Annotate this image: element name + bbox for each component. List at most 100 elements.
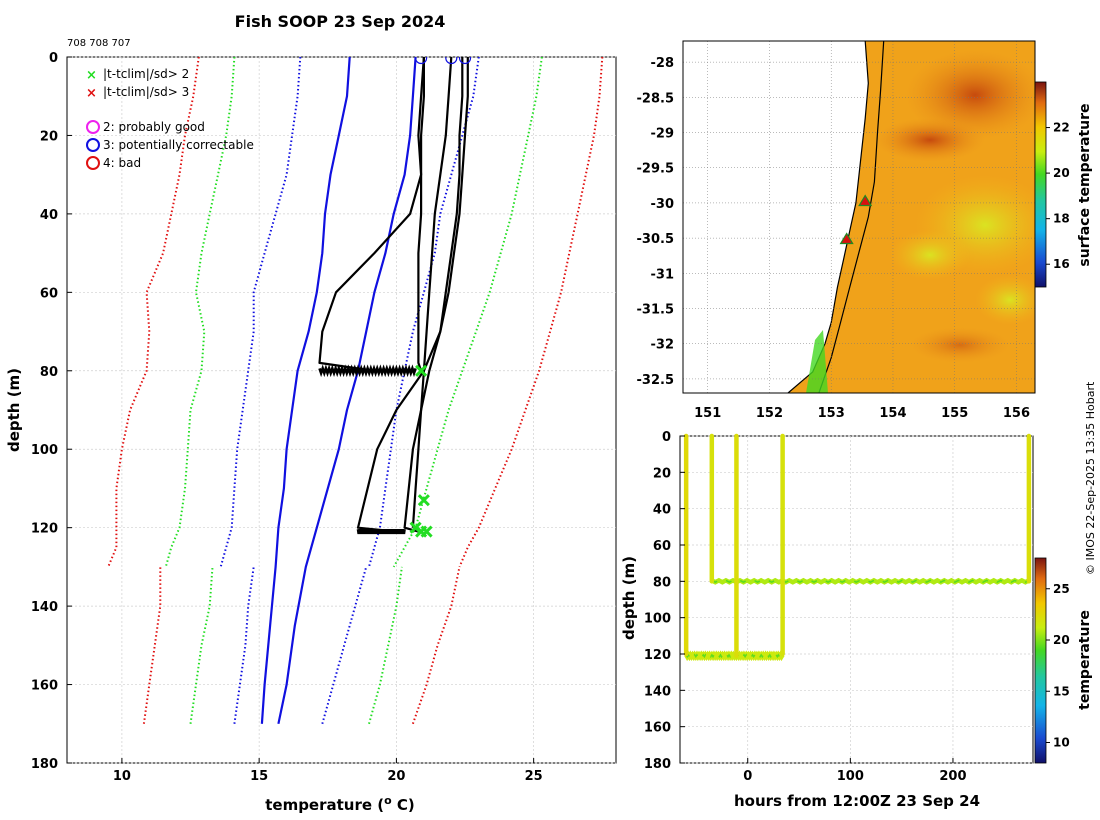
sst-warm-filament bbox=[875, 118, 985, 162]
bottom-segment-variation bbox=[711, 579, 1030, 584]
nearshore-cool-band bbox=[806, 330, 828, 393]
temperature-colorbar-tick-label: 25 bbox=[1053, 582, 1070, 596]
flag-x-marker bbox=[417, 494, 430, 507]
lat-tick-label: -29.5 bbox=[637, 162, 674, 177]
legend-sd2-label: |t-tclim|/sd> 2 bbox=[103, 67, 189, 81]
legend-good-label: 2: probably good bbox=[103, 120, 205, 134]
flag-o-marker bbox=[458, 57, 472, 65]
x-tick-label: 10 bbox=[113, 769, 131, 784]
depth-tick-label: 100 bbox=[644, 612, 671, 627]
climatology-left_blue bbox=[219, 57, 302, 568]
lon-tick-label: 156 bbox=[1003, 406, 1030, 421]
climatology-outer_green_left bbox=[189, 566, 214, 724]
x-tick-label: 20 bbox=[387, 769, 405, 784]
map-ticks: 151 152 153 154 155 156 -28 -28.5 -29 -29.5 -30 -30… bbox=[637, 56, 1031, 421]
lon-tick-label: 154 bbox=[879, 406, 906, 421]
depth-tick-label: 60 bbox=[653, 539, 671, 554]
hour-tick-label: 100 bbox=[837, 769, 864, 784]
y-tick-label: 160 bbox=[31, 679, 58, 694]
legend-x-green-marker: × bbox=[86, 68, 97, 83]
sst-colorbar-tick-label: 22 bbox=[1053, 121, 1070, 135]
station-marker bbox=[858, 194, 873, 207]
y-tick-label: 60 bbox=[40, 286, 58, 301]
legend-correctable-marker bbox=[86, 138, 100, 152]
legend-good-marker bbox=[86, 120, 100, 134]
sst-colorbar-ticks: 16 18 20 22 bbox=[1046, 121, 1070, 271]
depth-tick-label: 140 bbox=[644, 684, 671, 699]
y-tick-label: 140 bbox=[31, 600, 58, 615]
legend-correctable-label: 3: potentially correctable bbox=[103, 138, 254, 152]
temperature-colorbar-tick-label: 10 bbox=[1053, 736, 1070, 750]
profile-ticks: 10 15 20 25 0 20 40 60 80 100 120 140 160 180 bbox=[31, 51, 543, 784]
mean-profile-left bbox=[260, 57, 351, 724]
sst-warm-south bbox=[910, 327, 1010, 363]
sst-colorbar bbox=[1034, 81, 1047, 288]
bottom-run bbox=[356, 528, 406, 535]
climatology-right_blue bbox=[368, 57, 480, 568]
degree-superscript: o bbox=[384, 794, 392, 807]
climatology-outer_green_right bbox=[368, 566, 403, 725]
profile-x-axis-label: temperature (o C) bbox=[265, 794, 415, 814]
legend-bad-label: 4: bad bbox=[103, 156, 141, 170]
depth-tick-label: 180 bbox=[644, 757, 671, 772]
x-tick-label: 15 bbox=[250, 769, 268, 784]
legend-sd3-label: |t-tclim|/sd> 3 bbox=[103, 85, 189, 99]
y-tick-label: 0 bbox=[49, 51, 58, 66]
sst-colorbar-tick-label: 20 bbox=[1053, 166, 1070, 180]
climatology-right_green bbox=[392, 57, 543, 568]
timeseries-panel: 0 100 200 0 20 40 60 80 100 120 140 160 180 hours fr… bbox=[620, 430, 1093, 810]
lat-tick-label: -31.5 bbox=[637, 303, 674, 318]
flag-x-marker bbox=[415, 364, 428, 377]
timeseries-axes-frame bbox=[679, 435, 1034, 764]
climatology-left_green bbox=[164, 57, 236, 568]
lat-tick-label: -32 bbox=[651, 338, 675, 353]
y-tick-label: 180 bbox=[31, 757, 58, 772]
lat-tick-label: -31 bbox=[651, 267, 675, 282]
depth-tick-label: 20 bbox=[653, 466, 671, 481]
flag-x-marker bbox=[420, 525, 433, 538]
timeseries-y-axis-label: depth (m) bbox=[620, 556, 638, 640]
sst-warm-core bbox=[905, 50, 1035, 140]
depth-tick-label: 160 bbox=[644, 721, 671, 736]
temperature-colorbar bbox=[1034, 557, 1047, 764]
sst-colorbar-tick-label: 16 bbox=[1053, 257, 1070, 271]
map-stations bbox=[839, 194, 873, 245]
timeseries-x-axis-label: hours from 12:00Z 23 Sep 24 bbox=[734, 792, 980, 810]
profile-panel: 10 15 20 25 0 20 40 60 80 100 120 140 160 180 × |t-tc… bbox=[5, 51, 617, 814]
timeseries-ticks: 0 100 200 0 20 40 60 80 100 120 140 160 180 bbox=[644, 430, 967, 784]
depth-tick-label: 0 bbox=[662, 430, 671, 445]
flag-o-marker bbox=[415, 57, 428, 65]
depth-tick-label: 120 bbox=[644, 648, 671, 663]
sst-cool-eddy-2 bbox=[890, 230, 970, 280]
cruise-ids: 708 708 707 bbox=[67, 38, 131, 49]
shelf-contour bbox=[818, 41, 885, 393]
lat-tick-label: -30.5 bbox=[637, 232, 674, 247]
copyright-stamp: © IMOS 22-Sep-2025 13:35 Hobart bbox=[1084, 381, 1097, 575]
legend-bad-marker bbox=[86, 156, 100, 170]
profile-grid bbox=[67, 56, 616, 764]
climatology-right_red bbox=[458, 57, 604, 568]
y-tick-label: 80 bbox=[40, 365, 58, 380]
lat-tick-label: -29 bbox=[651, 127, 675, 142]
lat-tick-label: -28.5 bbox=[637, 91, 674, 106]
climatology-outer_blue_right bbox=[321, 566, 368, 725]
temperature-colorbar-ticks: 10 15 20 25 bbox=[1046, 582, 1070, 750]
y-tick-label: 100 bbox=[31, 443, 58, 458]
y-tick-label: 120 bbox=[31, 522, 58, 537]
lon-tick-label: 153 bbox=[818, 406, 845, 421]
profile-legend: × |t-tclim|/sd> 2 × |t-tclim|/sd> 3 2: p… bbox=[86, 67, 254, 170]
y-tick-label: 40 bbox=[40, 208, 58, 223]
temperature-colorbar-tick-label: 20 bbox=[1053, 633, 1070, 647]
lon-tick-label: 152 bbox=[756, 406, 783, 421]
depth-tick-label: 80 bbox=[653, 575, 671, 590]
lat-tick-label: -28 bbox=[651, 56, 675, 71]
lon-tick-label: 151 bbox=[694, 406, 721, 421]
profile-plot-area bbox=[107, 57, 604, 725]
figure-title: Fish SOOP 23 Sep 2024 bbox=[235, 12, 446, 31]
station-marker bbox=[839, 232, 854, 245]
profile-axes-frame bbox=[66, 56, 617, 764]
climatology-outer_red_right bbox=[411, 566, 461, 725]
profile-y-axis-label: depth (m) bbox=[5, 368, 23, 452]
lon-tick-label: 155 bbox=[941, 406, 968, 421]
